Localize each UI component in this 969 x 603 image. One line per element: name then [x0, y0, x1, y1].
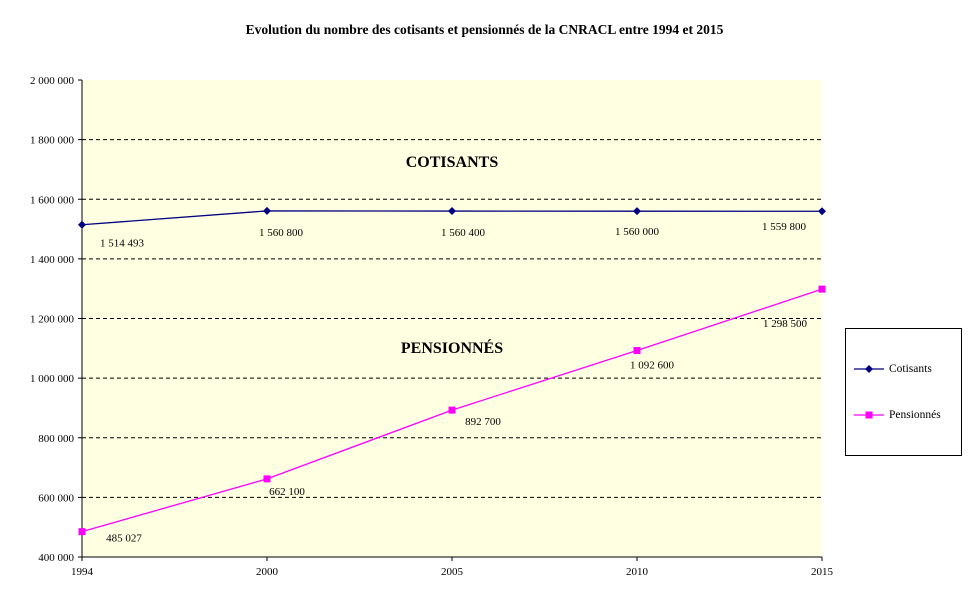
annotation-cotisants: COTISANTS	[405, 154, 499, 171]
y-tick-label: 1 600 000	[30, 194, 75, 206]
data-point[interactable]	[263, 206, 271, 215]
data-point[interactable]	[78, 528, 86, 536]
y-tick-label: 1 000 000	[30, 373, 75, 385]
x-tick-label: 2015	[811, 566, 834, 578]
data-label: 1 559 800	[762, 221, 807, 233]
y-tick-label: 600 000	[38, 492, 74, 504]
legend-label-cotisants: Cotisants	[889, 363, 932, 375]
data-label: 1 514 493	[100, 238, 145, 250]
data-point[interactable]	[633, 207, 641, 216]
y-tick-label: 800 000	[38, 433, 74, 445]
legend: Cotisants Pensionnés	[845, 328, 962, 456]
x-tick-label: 2005	[441, 566, 464, 578]
legend-item-cotisants[interactable]: Cotisants	[854, 363, 961, 375]
y-tick-label: 1 200 000	[30, 314, 75, 326]
y-tick-label: 2 000 000	[30, 75, 75, 87]
data-label: 662 100	[269, 486, 305, 498]
chart-title: Evolution du nombre des cotisants et pen…	[245, 22, 724, 37]
y-tick-label: 1 400 000	[30, 254, 75, 266]
data-label: 1 298 500	[763, 318, 808, 330]
data-point[interactable]	[818, 285, 826, 293]
data-label: 892 700	[465, 416, 501, 428]
data-label: 1 560 400	[441, 227, 486, 239]
data-point[interactable]	[448, 207, 456, 216]
data-label: 1 560 000	[615, 226, 660, 238]
x-tick-label: 1994	[71, 566, 94, 578]
x-tick-label: 2000	[256, 566, 279, 578]
data-label: 485 027	[106, 533, 142, 545]
plot-area	[82, 80, 822, 557]
x-tick-label: 2010	[626, 566, 649, 578]
legend-item-pensionnes[interactable]: Pensionnés	[854, 409, 961, 421]
data-point[interactable]	[448, 406, 456, 414]
data-label: 1 560 800	[259, 227, 304, 239]
y-tick-label: 1 800 000	[30, 135, 75, 147]
legend-label-pensionnes: Pensionnés	[889, 409, 941, 421]
y-tick-label: 400 000	[38, 552, 74, 564]
cotisants-line-marker-icon	[854, 365, 884, 373]
data-point[interactable]	[263, 475, 271, 483]
data-point[interactable]	[78, 220, 86, 229]
annotation-pensionnes: PENSIONNÉS	[400, 340, 504, 357]
data-label: 1 092 600	[630, 360, 675, 372]
data-point[interactable]	[633, 347, 641, 355]
pensionnes-line-marker-icon	[854, 411, 884, 419]
data-point[interactable]	[818, 207, 826, 216]
